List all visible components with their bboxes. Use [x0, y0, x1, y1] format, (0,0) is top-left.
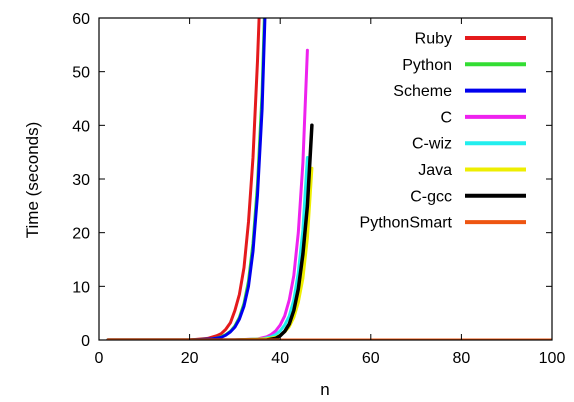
- x-tick-label: 0: [95, 350, 104, 367]
- x-tick-label: 100: [539, 350, 566, 367]
- legend-item: Java: [418, 162, 526, 179]
- legend-label: C-gcc: [410, 188, 452, 205]
- legend-label: C: [440, 109, 452, 126]
- legend-item: C-wiz: [412, 136, 526, 153]
- legend-label: Ruby: [415, 31, 452, 48]
- y-tick-label: 30: [72, 172, 90, 189]
- y-tick-label: 0: [81, 333, 90, 350]
- series-line-c-wiz: [106, 156, 309, 340]
- legend-item: Ruby: [415, 31, 526, 48]
- ticks-layer: 0 20 40 60 80 100 0 10 20 30 40 50 60: [72, 11, 565, 367]
- legend: Ruby Python Scheme C C-wiz Java C-gcc PythonSma…: [360, 31, 526, 232]
- legend-item: Python: [402, 57, 526, 74]
- x-tick-label: 60: [362, 350, 380, 367]
- y-tick-label: 50: [72, 65, 90, 82]
- x-tick-label: 40: [271, 350, 289, 367]
- y-tick-label: 40: [72, 118, 90, 135]
- legend-item: C-gcc: [410, 188, 526, 205]
- y-tick-label: 20: [72, 226, 90, 243]
- series-line-c: [106, 48, 309, 340]
- legend-item: Scheme: [393, 83, 526, 100]
- legend-item: C: [440, 109, 526, 126]
- legend-label: Scheme: [393, 83, 452, 100]
- series-line-scheme: [106, 18, 267, 340]
- series-line-ruby: [106, 18, 261, 340]
- legend-label: Python: [402, 57, 452, 74]
- series-line-c-gcc: [106, 123, 314, 340]
- y-tick-label: 10: [72, 279, 90, 296]
- x-axis-label: n: [320, 380, 329, 399]
- y-axis-label: Time (seconds): [23, 122, 42, 239]
- legend-label: C-wiz: [412, 136, 452, 153]
- legend-item: PythonSmart: [360, 215, 526, 232]
- series-line-python: [106, 18, 266, 340]
- series-layer: [106, 18, 552, 340]
- x-tick-label: 20: [181, 350, 199, 367]
- legend-label: Java: [418, 162, 452, 179]
- x-tick-label: 80: [453, 350, 471, 367]
- legend-label: PythonSmart: [360, 215, 453, 232]
- series-line-java: [106, 166, 314, 340]
- y-tick-label: 60: [72, 11, 90, 28]
